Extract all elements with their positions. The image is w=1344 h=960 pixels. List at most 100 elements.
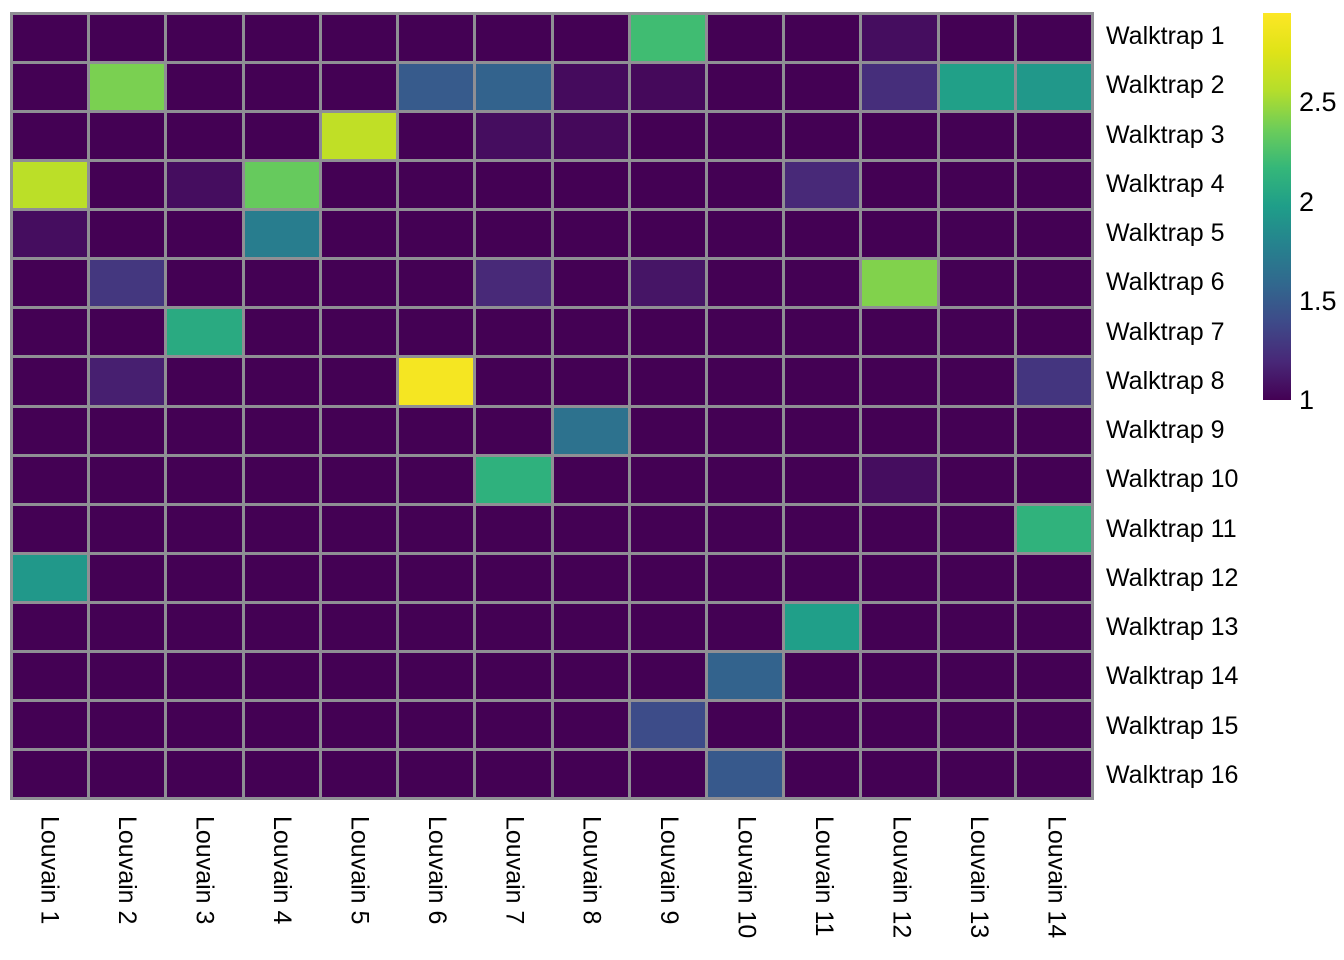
- heatmap-cell: [785, 603, 860, 650]
- heatmap-cell: [13, 260, 88, 307]
- heatmap-cell: [321, 162, 397, 209]
- heatmap-cell: [862, 15, 937, 62]
- heatmap-cell: [862, 309, 937, 356]
- heatmap-cell: [90, 64, 165, 111]
- heatmap-cell: [167, 162, 242, 209]
- heatmap-cell: [1016, 358, 1091, 405]
- col-label: Louvain 7: [500, 816, 529, 925]
- heatmap-cell: [13, 113, 88, 160]
- heatmap-cell: [321, 652, 397, 699]
- heatmap-cell: [553, 750, 628, 797]
- heatmap-cell: [321, 113, 397, 160]
- col-label: Louvain 3: [190, 816, 219, 925]
- row-label: Walktrap 4: [1106, 169, 1225, 198]
- heatmap-cell: [244, 113, 319, 160]
- heatmap-cell: [707, 701, 783, 748]
- heatmap-cell: [90, 750, 165, 797]
- heatmap-cell: [862, 603, 937, 650]
- heatmap-cell: [476, 15, 551, 62]
- heatmap-cell: [630, 15, 705, 62]
- heatmap-cell: [321, 505, 397, 552]
- heatmap-cell: [630, 211, 705, 258]
- heatmap-cell: [939, 211, 1014, 258]
- heatmap-cell: [476, 407, 551, 454]
- heatmap-cell: [553, 15, 628, 62]
- heatmap-cell: [1016, 456, 1091, 503]
- heatmap-cell: [321, 701, 397, 748]
- heatmap-cell: [399, 456, 474, 503]
- heatmap-cell: [707, 407, 783, 454]
- heatmap-cell: [785, 15, 860, 62]
- col-label: Louvain 10: [732, 816, 761, 939]
- heatmap-cell: [399, 554, 474, 601]
- heatmap-cell: [167, 652, 242, 699]
- heatmap-cell: [167, 358, 242, 405]
- heatmap-cell: [13, 456, 88, 503]
- heatmap-cell: [1016, 260, 1091, 307]
- heatmap-cell: [90, 554, 165, 601]
- row-label: Walktrap 13: [1106, 613, 1239, 642]
- heatmap-cell: [476, 309, 551, 356]
- heatmap-cell: [167, 456, 242, 503]
- heatmap-cell: [321, 211, 397, 258]
- heatmap-cell: [862, 162, 937, 209]
- heatmap-cell: [244, 15, 319, 62]
- row-label: Walktrap 1: [1106, 22, 1225, 51]
- col-label: Louvain 9: [655, 816, 684, 925]
- heatmap-cell: [939, 64, 1014, 111]
- heatmap-cell: [707, 309, 783, 356]
- heatmap-cell: [167, 260, 242, 307]
- heatmap-cell: [90, 15, 165, 62]
- heatmap-cell: [939, 15, 1014, 62]
- heatmap-cell: [90, 211, 165, 258]
- heatmap-cell: [476, 603, 551, 650]
- heatmap-cell: [939, 358, 1014, 405]
- col-label: Louvain 2: [113, 816, 142, 925]
- heatmap-cell: [553, 309, 628, 356]
- heatmap-cell: [476, 113, 551, 160]
- heatmap-cell: [90, 652, 165, 699]
- heatmap-cell: [399, 652, 474, 699]
- heatmap-cell: [553, 652, 628, 699]
- heatmap-cell: [167, 554, 242, 601]
- heatmap-cell: [939, 750, 1014, 797]
- col-label: Louvain 14: [1042, 816, 1071, 939]
- heatmap-cell: [939, 456, 1014, 503]
- heatmap-cell: [244, 211, 319, 258]
- heatmap-cell: [244, 701, 319, 748]
- heatmap-cell: [167, 603, 242, 650]
- heatmap-cell: [707, 260, 783, 307]
- heatmap-cell: [785, 554, 860, 601]
- heatmap-cell: [244, 554, 319, 601]
- heatmap-cell: [244, 260, 319, 307]
- heatmap-cell: [553, 505, 628, 552]
- heatmap-cell: [244, 64, 319, 111]
- heatmap-cell: [244, 358, 319, 405]
- col-label: Louvain 12: [887, 816, 916, 939]
- row-label: Walktrap 12: [1106, 563, 1239, 592]
- heatmap-cell: [244, 652, 319, 699]
- heatmap-cell: [1016, 162, 1091, 209]
- heatmap-cell: [553, 162, 628, 209]
- heatmap-cell: [13, 750, 88, 797]
- heatmap-cell: [707, 456, 783, 503]
- heatmap-cell: [553, 211, 628, 258]
- heatmap-cell: [707, 64, 783, 111]
- heatmap-cell: [399, 64, 474, 111]
- col-axis-labels: Louvain 1 Louvain 2 Louvain 3 Louvain 4 Louv…: [10, 816, 1094, 960]
- heatmap-cell: [167, 750, 242, 797]
- heatmap-cell: [939, 162, 1014, 209]
- heatmap-cell: [167, 505, 242, 552]
- heatmap-cell: [862, 211, 937, 258]
- heatmap-cell: [167, 211, 242, 258]
- heatmap-cell: [399, 211, 474, 258]
- col-label: Louvain 1: [35, 816, 64, 925]
- heatmap-cell: [862, 407, 937, 454]
- heatmap-cell: [167, 64, 242, 111]
- heatmap-cell: [90, 260, 165, 307]
- row-label: Walktrap 7: [1106, 317, 1225, 346]
- col-label: Louvain 8: [577, 816, 606, 925]
- heatmap-cell: [90, 358, 165, 405]
- heatmap-cell: [476, 652, 551, 699]
- heatmap-cell: [476, 211, 551, 258]
